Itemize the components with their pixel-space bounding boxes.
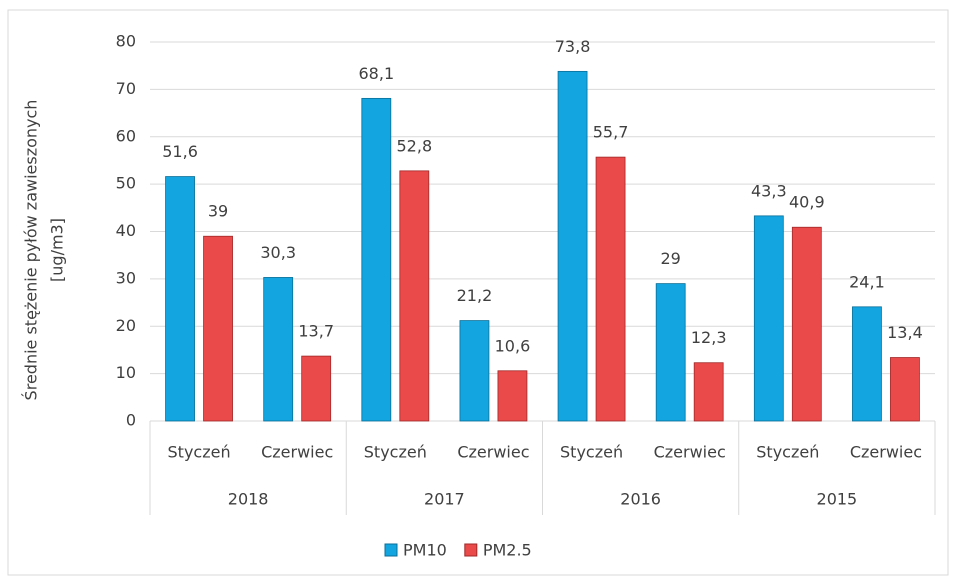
data-label: 51,6 [162, 142, 198, 161]
group-label: 2015 [817, 490, 858, 509]
y-axis-label: [ug/m3] [48, 218, 67, 282]
bar [693, 362, 724, 422]
data-label: 43,3 [751, 181, 787, 200]
bar [753, 215, 784, 422]
data-label: 24,1 [849, 272, 885, 291]
bar [459, 320, 490, 422]
bar [497, 370, 528, 422]
bar [557, 70, 588, 422]
y-tick-label: 70 [116, 79, 136, 98]
x-tick-label: Styczeń [560, 443, 623, 462]
bar [301, 355, 332, 422]
x-tick-label: Styczeń [364, 443, 427, 462]
x-tick-label: Czerwiec [261, 443, 333, 462]
data-label: 40,9 [789, 193, 825, 212]
bar [263, 277, 294, 422]
legend-label: PM2.5 [483, 541, 532, 560]
chart-border [7, 9, 949, 576]
bar [655, 283, 686, 422]
y-tick-label: 10 [116, 363, 136, 382]
x-tick-label: Styczeń [756, 443, 819, 462]
data-label: 13,7 [298, 322, 334, 341]
data-label: 68,1 [359, 64, 395, 83]
data-label: 21,2 [457, 286, 493, 305]
y-tick-label: 40 [116, 221, 136, 240]
x-tick-label: Styczeń [168, 443, 231, 462]
legend-swatch [464, 543, 478, 557]
legend-label: PM10 [403, 541, 447, 560]
bar [791, 226, 822, 422]
y-tick-label: 30 [116, 268, 136, 287]
x-tick-label: Czerwiec [654, 443, 726, 462]
y-tick-label: 50 [116, 174, 136, 193]
data-label: 10,6 [495, 336, 531, 355]
legend-swatch [384, 543, 398, 557]
y-tick-label: 0 [126, 411, 136, 430]
group-label: 2016 [620, 490, 661, 509]
bar [203, 235, 233, 422]
y-tick-label: 80 [116, 32, 136, 51]
data-label: 39 [208, 202, 228, 221]
y-tick-label: 60 [116, 126, 136, 145]
data-label: 29 [661, 249, 681, 268]
bar [399, 170, 430, 422]
bar [852, 306, 882, 422]
data-label: 13,4 [887, 323, 923, 342]
data-label: 55,7 [593, 123, 629, 142]
data-label: 52,8 [397, 136, 433, 155]
bar [361, 97, 392, 422]
bar [890, 357, 920, 422]
x-tick-label: Czerwiec [457, 443, 529, 462]
group-label: 2017 [424, 490, 465, 509]
y-tick-label: 20 [116, 316, 136, 335]
data-label: 73,8 [555, 37, 591, 56]
data-label: 30,3 [260, 243, 296, 262]
bar [165, 176, 195, 422]
x-tick-label: Czerwiec [850, 443, 922, 462]
y-axis-label: Średnie stężenie pyłów zawieszonych [22, 100, 41, 401]
data-label: 12,3 [691, 328, 727, 347]
group-label: 2018 [228, 490, 269, 509]
bar [595, 156, 626, 422]
